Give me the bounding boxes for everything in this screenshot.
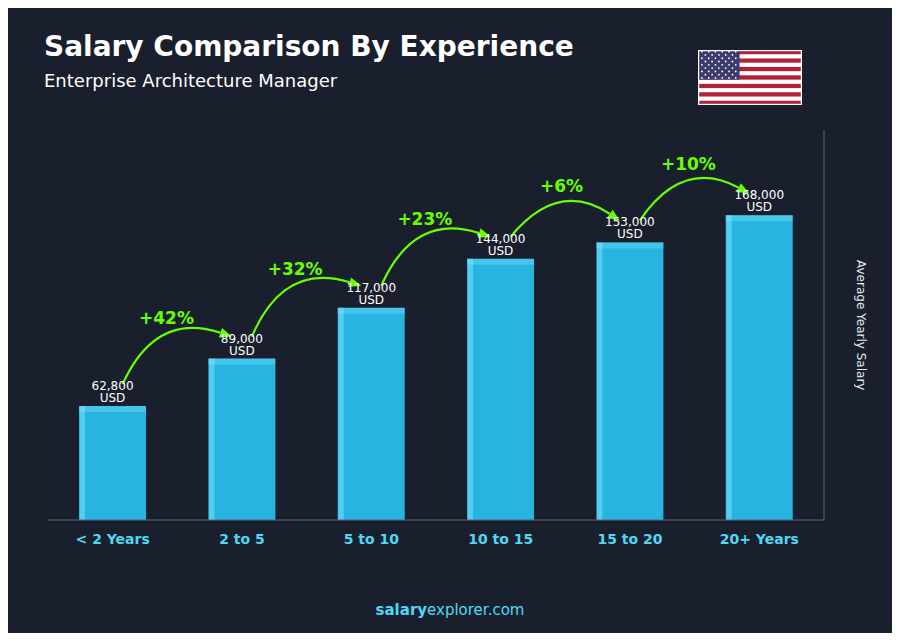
- svg-text:+42%: +42%: [139, 308, 194, 328]
- html-text:Average Yearly Salary: Average Yearly Salary: [854, 259, 868, 391]
- svg-text:168,000USD: 168,000USD: [734, 188, 784, 214]
- svg-text:153,000USD: 153,000USD: [605, 215, 655, 241]
- html-text:Enterprise Architecture Manage: Enterprise Architecture Manager: [44, 70, 338, 91]
- svg-text:2 to 5: 2 to 5: [219, 531, 265, 547]
- svg-text:20+ Years: 20+ Years: [720, 531, 799, 547]
- html-text:salary explorer.com: salary explorer.com: [375, 601, 525, 619]
- svg-text:+6%: +6%: [540, 176, 583, 196]
- svg-text:+32%: +32%: [268, 259, 323, 279]
- svg-text:+23%: +23%: [397, 209, 452, 229]
- html-text:Salary Comparison By Experienc: Salary Comparison By Experience: [44, 30, 574, 63]
- svg-text:10 to 15: 10 to 15: [468, 531, 533, 547]
- svg-text:5 to 10: 5 to 10: [344, 531, 400, 547]
- svg-text:62,800USD: 62,800USD: [92, 379, 134, 405]
- svg-text:15 to 20: 15 to 20: [597, 531, 662, 547]
- svg-text:+10%: +10%: [661, 154, 716, 174]
- svg-text:< 2 Years: < 2 Years: [76, 531, 150, 547]
- svg-text:89,000USD: 89,000USD: [221, 332, 263, 358]
- svg-text:117,000USD: 117,000USD: [346, 281, 396, 307]
- svg-text:144,000USD: 144,000USD: [476, 232, 526, 258]
